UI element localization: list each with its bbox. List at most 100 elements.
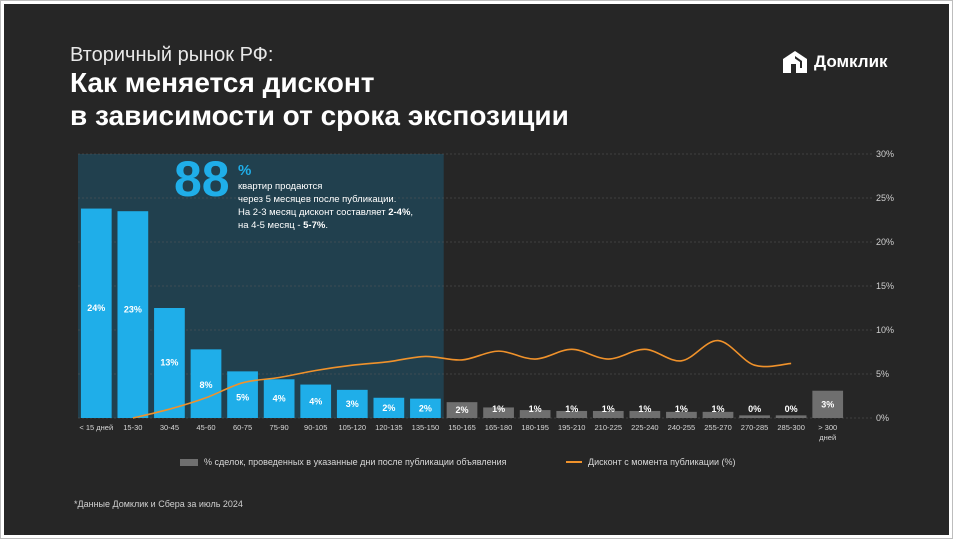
legend-line: Дисконт с момента публикации (%) [566, 457, 736, 467]
bar-data-label: 4% [273, 394, 286, 404]
bar-data-label: 0% [785, 404, 798, 414]
bar [80, 208, 112, 418]
bar-data-label: 2% [419, 403, 432, 413]
y-tick-label: 0% [876, 413, 889, 423]
callout-line-3-bold: 2-4% [388, 207, 411, 218]
x-tick-label: 135-150 [412, 423, 440, 432]
bar-data-label: 24% [87, 303, 105, 313]
bar [336, 389, 368, 418]
bar-data-label: 4% [309, 396, 322, 406]
bar-data-labels: 24% 23% 13% 8% 5% 4% 4% 3% 2% 2% 2% 1% 1% 1% 1% 1% 1% 1% 0… [87, 303, 834, 415]
x-tick-label: > 300 дней [818, 423, 837, 442]
legend-bars: % сделок, проведенных в указанные дни по… [180, 457, 506, 467]
callout-big-number: 88 [174, 151, 230, 207]
bar-data-label: 3% [346, 399, 359, 409]
x-tick-label: 75-90 [270, 423, 289, 432]
bar-data-label: 23% [124, 304, 142, 314]
bar-data-label: 1% [638, 404, 651, 414]
callout-line-3: На 2-3 месяц дисконт составляет 2-4%, [238, 206, 413, 219]
chart-subtitle: Вторичный рынок РФ: [70, 44, 274, 66]
bar-data-label: 5% [236, 392, 249, 402]
bar [446, 402, 478, 418]
callout-percent-sign: % [238, 162, 252, 179]
x-tick-label: 60-75 [233, 423, 252, 432]
x-tick-label: 270-285 [741, 423, 769, 432]
x-tick-label: 105-120 [339, 423, 367, 432]
bar-data-label: 1% [675, 404, 688, 414]
y-tick-label: 25% [876, 193, 894, 203]
bar [775, 415, 807, 418]
discount-line [132, 339, 792, 419]
x-tick-label: 90-105 [304, 423, 327, 432]
bar-data-label: 0% [748, 404, 761, 414]
callout-line-4-suffix: . [325, 220, 328, 231]
bar [410, 398, 441, 418]
callout-line-4-prefix: на 4-5 месяц - [238, 220, 304, 231]
bar [227, 371, 258, 418]
bar-data-label: 13% [160, 358, 178, 368]
bar [812, 390, 844, 418]
callout-line-4-bold: 5-7% [303, 220, 326, 231]
x-tick-label: 165-180 [485, 423, 513, 432]
y-tick-label: 15% [876, 281, 894, 291]
x-tick-label: 225-240 [631, 423, 659, 432]
x-tick-label: 180-195 [521, 423, 549, 432]
x-tick-label: 15-30 [123, 423, 142, 432]
bar [739, 415, 770, 418]
infographic-panel: Вторичный рынок РФ: Как меняется дисконт… [4, 4, 949, 535]
legend-bar-swatch [180, 458, 198, 466]
x-tick-labels: < 15 дней 15-30 30-45 45-60 60-75 75-90 90-105… [79, 423, 837, 442]
legend-line-label: Дисконт с момента публикации (%) [588, 457, 736, 467]
x-tick-label: 195-210 [558, 423, 586, 432]
bar [190, 349, 222, 418]
chart-title-line-1: Как меняется дисконт [70, 67, 375, 98]
bar [592, 410, 624, 418]
callout-line-2: через 5 месяцев после публикации. [238, 194, 397, 205]
bar [117, 211, 149, 418]
legend-line-swatch [566, 461, 582, 463]
bar-data-label: 2% [382, 403, 395, 413]
bar [300, 384, 332, 418]
callout-line-1: квартир продаются [238, 181, 323, 192]
bar [666, 411, 697, 418]
callout-line-3-prefix: На 2-3 месяц дисконт составляет [238, 207, 389, 218]
bar [373, 397, 405, 418]
bar-series [80, 208, 844, 418]
bar-data-label: 3% [821, 399, 834, 409]
chart-title: Как меняется дисконт в зависимости от ср… [70, 66, 569, 132]
bar-data-label: 1% [492, 404, 505, 414]
house-logo-icon [783, 51, 807, 73]
discount-chart: 24% 23% 13% 8% 5% 4% 4% 3% 2% 2% 2% 1% 1% 1% 1% 1% 1% 1% 0… [78, 149, 894, 442]
y-tick-label: 20% [876, 237, 894, 247]
x-tick-label: 240-255 [668, 423, 696, 432]
bar-data-label: 2% [455, 405, 468, 415]
bar-data-label: 8% [199, 380, 212, 390]
x-tick-label: 120-135 [375, 423, 403, 432]
x-tick-label: 255-270 [704, 423, 732, 432]
x-tick-label: < 15 дней [79, 423, 113, 432]
x-tick-label: 45-60 [196, 423, 215, 432]
footnote: *Данные Домклик и Сбера за июль 2024 [74, 499, 243, 509]
bar [556, 410, 588, 418]
y-tick-label: 10% [876, 325, 894, 335]
bar [154, 308, 185, 418]
bar [483, 407, 514, 418]
x-tick-label: 150-165 [448, 423, 476, 432]
callout-line-4: на 4-5 месяц - 5-7%. [238, 219, 413, 232]
legend-bars-label: % сделок, проведенных в указанные дни по… [204, 457, 507, 467]
bar [263, 379, 295, 418]
bar-data-label: 1% [602, 404, 615, 414]
x-tick-label: 210-225 [595, 423, 623, 432]
bar-data-label: 1% [565, 404, 578, 414]
bar-data-label: 1% [529, 404, 542, 414]
x-tick-label: 285-300 [777, 423, 805, 432]
discount-line-series [132, 339, 792, 419]
callout-line-3-suffix: , [410, 207, 414, 218]
y-tick-labels: 0% 5% 10% 15% 20% 25% 30% [876, 149, 894, 423]
bar [629, 410, 661, 418]
y-tick-label: 5% [876, 369, 889, 379]
y-tick-label: 30% [876, 149, 894, 159]
bar-data-label: 1% [711, 404, 724, 414]
brand-logo: Домклик [782, 50, 888, 74]
